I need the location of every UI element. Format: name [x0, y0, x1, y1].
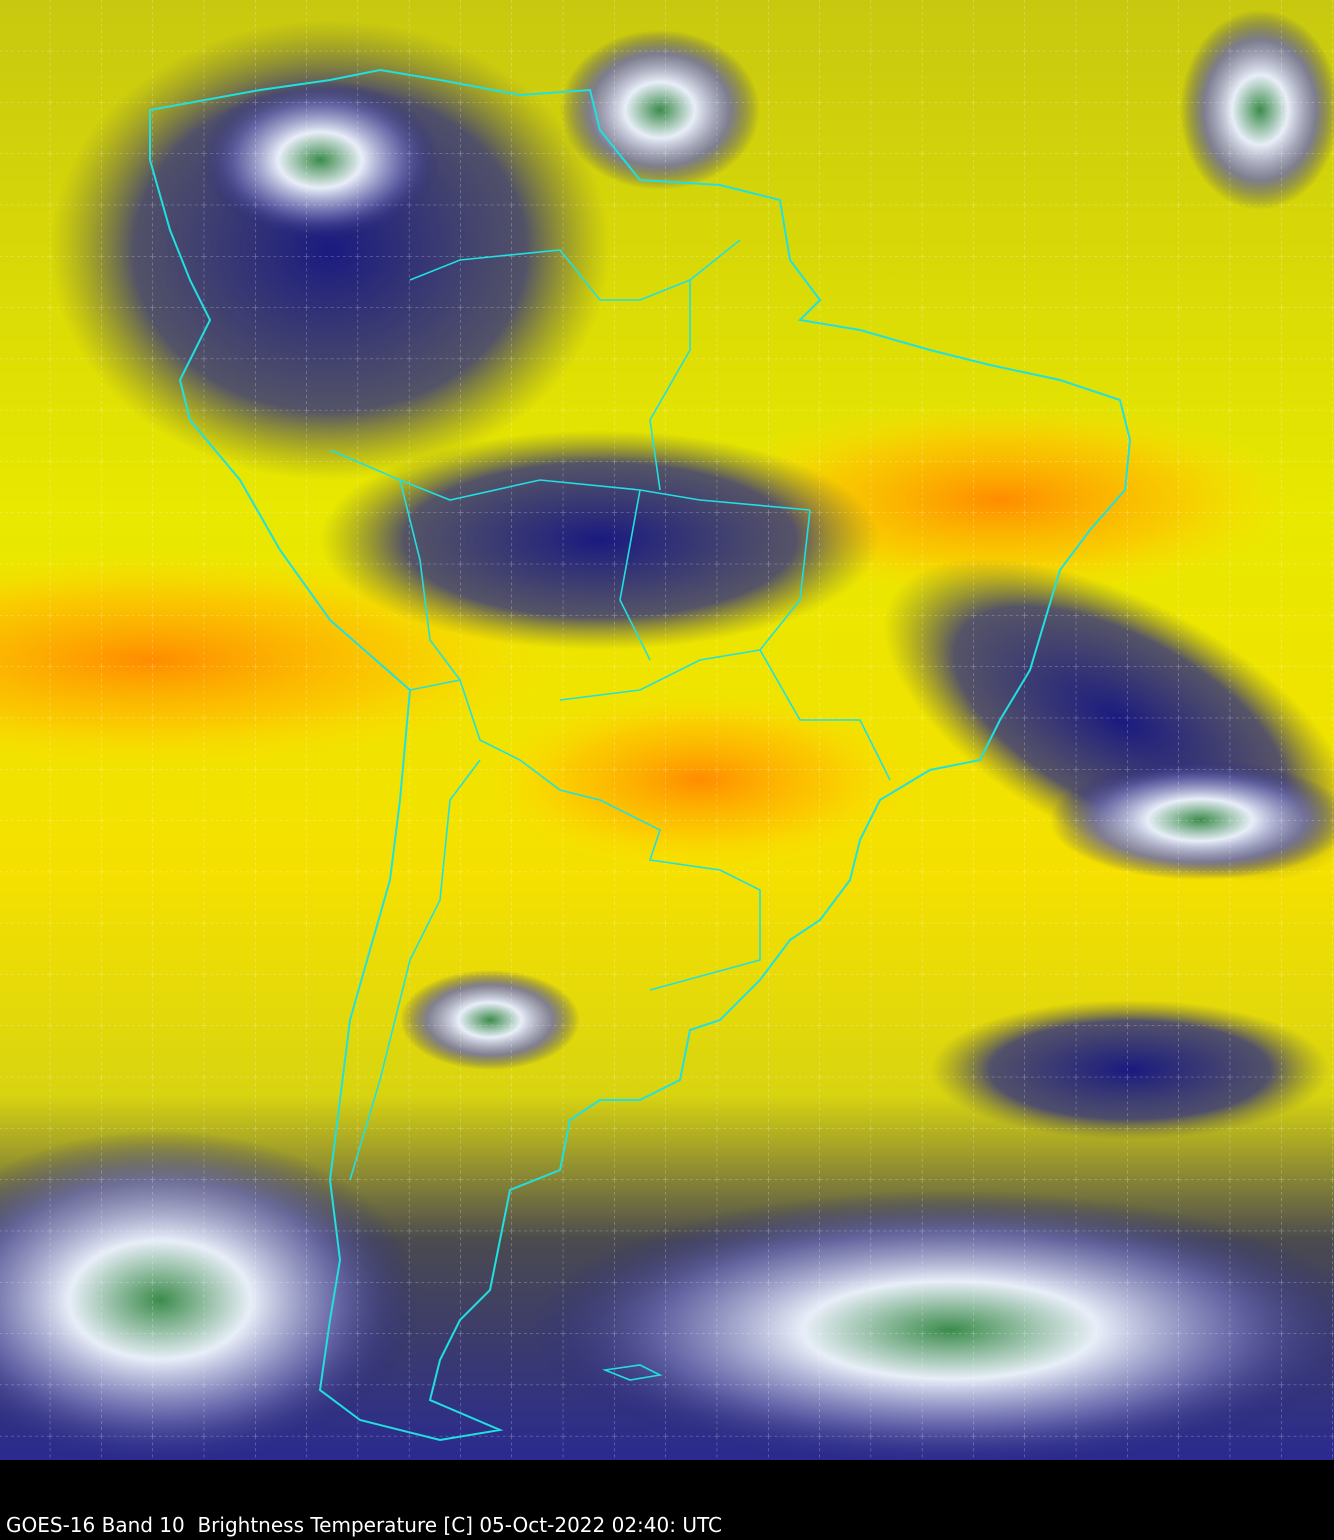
lat-lon-grid — [0, 0, 1334, 1460]
satellite-image — [0, 0, 1334, 1460]
country-borders — [329, 239, 891, 1181]
image-caption: GOES-16 Band 10 Brightness Temperature [… — [6, 1513, 722, 1537]
falkland-islands — [601, 1364, 663, 1381]
south-america-coastline — [149, 68, 1132, 1442]
